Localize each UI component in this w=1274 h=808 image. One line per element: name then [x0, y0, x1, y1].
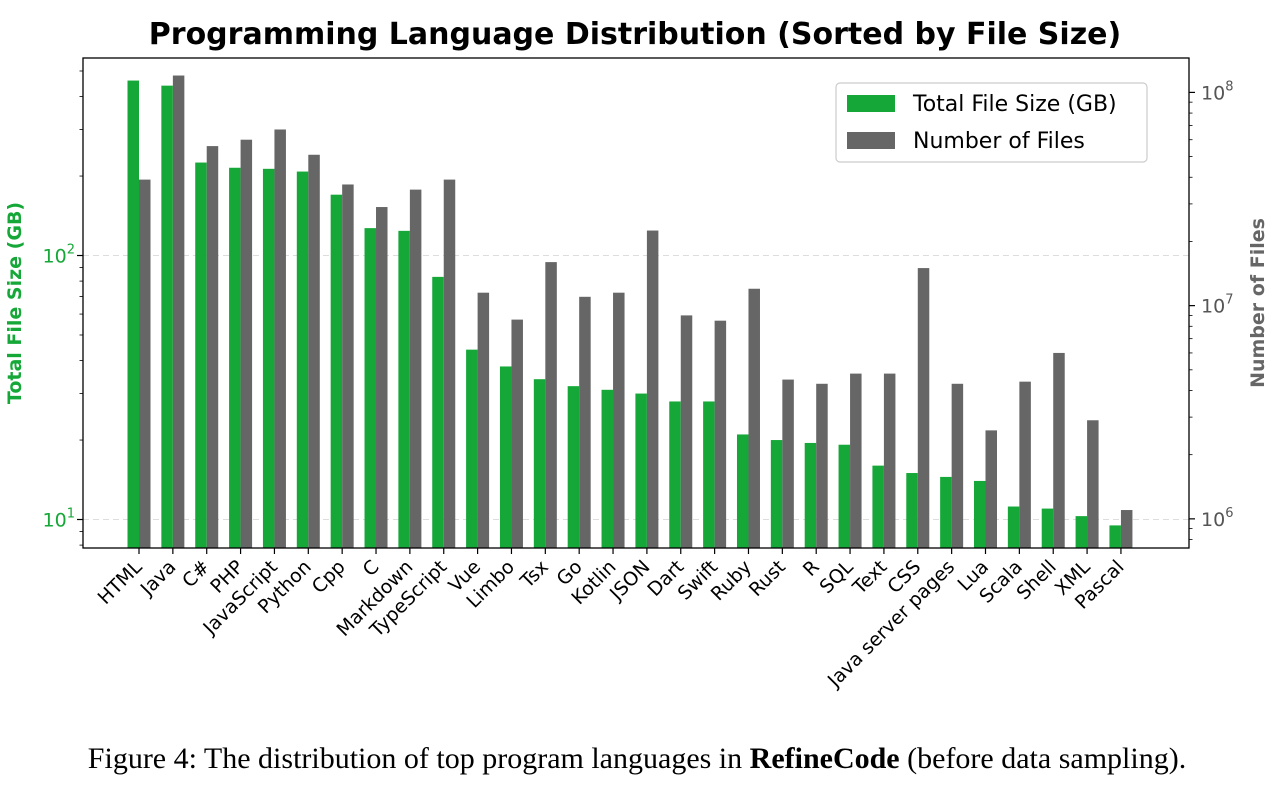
bar-file-count: [748, 288, 760, 548]
bar-file-count: [985, 430, 997, 548]
bar-file-count: [579, 296, 591, 548]
chart-title: Programming Language Distribution (Sorte…: [149, 17, 1121, 52]
bar-file-size: [601, 389, 614, 548]
bar-file-size: [669, 401, 681, 548]
bar-file-size: [1041, 508, 1054, 548]
caption-suffix: (before data sampling).: [899, 742, 1187, 775]
y-right-tick-label: 107: [1201, 293, 1233, 318]
bar-file-size: [940, 476, 952, 548]
x-tick-label: C#: [178, 556, 214, 592]
bar-file-size: [398, 230, 410, 548]
bar-file-count: [646, 230, 659, 548]
legend-label-size: Total File Size (GB): [912, 92, 1117, 117]
chart: Programming Language Distribution (Sorte…: [4, 17, 1269, 692]
y-axis-left-label: Total File Size (GB): [4, 202, 26, 404]
bar-file-size: [533, 379, 546, 548]
x-tick-label: Text: [848, 556, 891, 599]
bar-file-size: [432, 276, 444, 548]
bar-file-size: [804, 442, 817, 548]
bar-file-size: [974, 480, 986, 548]
plot-frame: [82, 57, 1190, 549]
bar-file-size: [567, 386, 580, 548]
legend-swatch-files: [847, 132, 895, 149]
x-tick-label: Tsx: [516, 556, 553, 593]
bar-file-count: [376, 207, 388, 549]
y-left-tick-label: 102: [43, 243, 75, 268]
legend: Total File Size (GB) Number of Files: [835, 82, 1148, 163]
legend-box: [835, 82, 1148, 163]
bar-file-count: [511, 319, 523, 548]
bar-file-count: [1120, 510, 1133, 548]
bar-file-size: [1007, 506, 1020, 548]
bar-file-count: [917, 268, 930, 548]
bar-file-size: [770, 440, 783, 548]
bar-file-count: [680, 315, 693, 548]
bar-file-count: [172, 75, 185, 549]
bar-file-size: [364, 228, 377, 549]
bar-file-size: [1109, 525, 1121, 548]
bar-file-size: [635, 393, 647, 548]
bar-file-size: [736, 434, 749, 548]
bar-file-count: [139, 179, 151, 548]
figure-caption: Figure 4: The distribution of top progra…: [0, 742, 1274, 776]
bar-file-count: [1019, 381, 1031, 548]
y-right-tick-label: 108: [1201, 79, 1233, 104]
bar-file-count: [883, 373, 896, 548]
bar-file-count: [545, 262, 557, 548]
y-right-tick-label: 106: [1201, 506, 1233, 531]
y-axis-left-ticks: 101 102: [43, 70, 83, 546]
bar-file-count: [951, 383, 964, 548]
bar-file-size: [466, 349, 478, 548]
bar-file-size: [906, 473, 918, 548]
bar-file-count: [409, 189, 422, 548]
bar-file-count: [342, 184, 354, 548]
y-axis-right-label: Number of Files: [1247, 218, 1269, 388]
bar-file-size: [161, 85, 173, 548]
x-tick-label: Cpp: [308, 556, 350, 598]
bar-file-count: [443, 179, 456, 548]
legend-swatch-size: [847, 95, 895, 112]
bar-file-count: [240, 139, 253, 548]
bar-file-size: [296, 171, 309, 548]
y-axis-right-ticks: 106 107 108: [1189, 79, 1233, 540]
bar-file-count: [308, 154, 320, 548]
bar-file-size: [127, 80, 139, 549]
bar-file-count: [714, 320, 727, 548]
legend-label-files: Number of Files: [913, 129, 1085, 154]
bar-file-count: [206, 146, 219, 549]
bar-file-count: [477, 292, 490, 548]
bar-file-count: [274, 129, 286, 548]
bar-file-size: [195, 162, 207, 548]
bar-file-count: [782, 379, 794, 548]
x-tick-label: Rust: [745, 556, 790, 601]
x-tick-label: SQL: [815, 556, 857, 598]
bar-file-size: [229, 167, 241, 548]
bar-file-count: [816, 383, 828, 548]
y-left-tick-label: 101: [43, 507, 75, 532]
bar-file-size: [872, 465, 884, 548]
caption-prefix: Figure 4: The distribution of top progra…: [87, 742, 750, 775]
caption-bold: RefineCode: [749, 742, 900, 775]
bar-file-size: [703, 401, 715, 548]
bar-file-count: [850, 373, 862, 548]
bar-file-size: [838, 444, 851, 548]
bar-file-size: [1075, 516, 1088, 548]
bar-file-size: [330, 194, 343, 548]
bar-file-count: [1087, 420, 1099, 548]
bar-file-size: [499, 366, 512, 548]
bar-file-count: [613, 292, 625, 548]
bar-file-count: [1053, 352, 1065, 548]
bars: [127, 75, 1133, 549]
bar-file-size: [262, 168, 275, 549]
x-tick-label: Java: [136, 556, 181, 601]
